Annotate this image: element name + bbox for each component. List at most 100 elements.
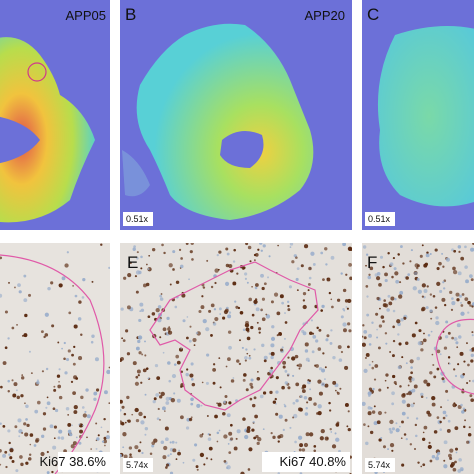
- nucleus: [18, 429, 23, 434]
- nucleus: [388, 427, 392, 431]
- nucleus: [407, 391, 412, 396]
- nucleus: [468, 426, 471, 429]
- nucleus: [228, 311, 232, 314]
- nucleus: [248, 447, 253, 452]
- nucleus: [347, 298, 352, 304]
- nucleus: [246, 352, 249, 355]
- nucleus: [162, 455, 167, 460]
- nucleus: [302, 299, 306, 302]
- nucleus: [275, 390, 279, 394]
- nucleus: [95, 388, 100, 392]
- panel-letter: E: [127, 253, 138, 272]
- nucleus: [201, 381, 204, 384]
- nucleus: [23, 333, 28, 338]
- nucleus: [309, 331, 313, 336]
- nucleus: [120, 453, 122, 458]
- nucleus: [349, 276, 352, 281]
- nucleus: [236, 429, 241, 434]
- nucleus: [272, 435, 276, 439]
- nucleus: [33, 444, 37, 447]
- nucleus: [175, 458, 178, 461]
- nucleus: [202, 318, 207, 324]
- nucleus: [108, 266, 110, 269]
- nucleus: [269, 369, 274, 374]
- nucleus: [166, 316, 170, 320]
- nucleus: [250, 378, 254, 382]
- nucleus: [176, 360, 181, 365]
- nucleus: [224, 394, 228, 398]
- nucleus: [257, 248, 260, 251]
- nucleus: [178, 449, 181, 452]
- nucleus: [450, 464, 454, 468]
- nucleus: [162, 327, 167, 332]
- nucleus: [410, 403, 415, 408]
- nucleus: [329, 341, 333, 345]
- nucleus: [409, 359, 414, 364]
- nucleus: [449, 448, 454, 453]
- nucleus: [414, 321, 418, 325]
- nucleus: [453, 249, 457, 253]
- nucleus: [452, 269, 458, 275]
- nucleus: [265, 314, 271, 319]
- nucleus: [294, 354, 299, 359]
- nucleus: [423, 332, 425, 335]
- nucleus: [295, 277, 299, 282]
- nucleus: [321, 304, 325, 309]
- nucleus: [249, 260, 252, 263]
- nucleus: [443, 440, 448, 445]
- nucleus: [5, 465, 8, 469]
- nucleus: [330, 298, 333, 301]
- nucleus: [452, 403, 457, 408]
- nucleus: [384, 272, 388, 277]
- nucleus: [335, 389, 337, 392]
- nucleus: [448, 362, 451, 365]
- nucleus: [195, 331, 199, 335]
- nucleus: [147, 315, 151, 319]
- nucleus: [54, 464, 57, 467]
- nucleus: [93, 391, 98, 396]
- nucleus: [163, 251, 166, 255]
- nucleus: [156, 417, 160, 421]
- nucleus: [406, 403, 411, 408]
- nucleus: [0, 463, 2, 466]
- nucleus: [277, 435, 281, 439]
- nucleus: [63, 357, 66, 361]
- nucleus: [256, 441, 260, 446]
- nucleus: [100, 426, 103, 429]
- nucleus: [305, 432, 310, 437]
- nucleus: [401, 399, 406, 404]
- nucleus: [140, 255, 143, 259]
- nucleus: [180, 415, 184, 420]
- nucleus: [149, 452, 153, 456]
- nucleus: [425, 306, 429, 310]
- nucleus: [24, 432, 29, 437]
- nucleus: [36, 380, 40, 385]
- nucleus: [439, 289, 443, 293]
- nucleus: [42, 427, 47, 431]
- sample-label: APP05: [66, 8, 106, 23]
- nucleus: [288, 285, 292, 289]
- nucleus: [101, 440, 105, 443]
- nucleus: [338, 358, 343, 362]
- nucleus: [155, 393, 160, 397]
- nucleus: [471, 305, 474, 308]
- nucleus: [442, 265, 445, 268]
- nucleus: [214, 414, 218, 419]
- nucleus: [263, 355, 268, 360]
- nucleus: [256, 321, 259, 324]
- nucleus: [336, 391, 339, 394]
- nucleus: [4, 310, 8, 314]
- nucleus: [212, 367, 217, 372]
- nucleus: [270, 355, 274, 360]
- nucleus: [126, 352, 131, 356]
- magnification: 0.51x: [368, 214, 391, 224]
- nucleus: [196, 403, 201, 408]
- nucleus: [128, 264, 131, 267]
- nucleus: [444, 303, 447, 307]
- nucleus: [63, 341, 66, 345]
- nucleus: [426, 382, 431, 387]
- nucleus: [190, 243, 194, 245]
- nucleus: [422, 338, 427, 343]
- nucleus: [254, 259, 256, 262]
